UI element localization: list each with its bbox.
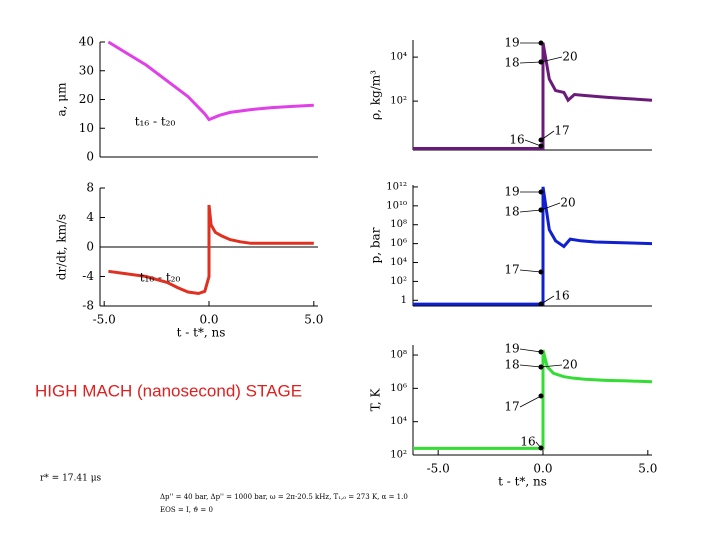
parameters: Δp'' = 40 bar, Δp'' = 1000 bar, ω = 2π·2… [160,493,408,501]
x-tick-label: -5.0 [93,313,116,327]
annotation-dot [538,349,544,355]
annotation: 20 [562,358,577,372]
y-tick-label: 10⁴ [390,257,407,268]
y-axis-label: p, bar [369,227,383,263]
annotation-leader [519,61,542,64]
annotation: 18 [504,205,519,219]
annotation-dot [538,40,544,46]
annotation-leader [540,202,561,211]
y-tick-label: -8 [82,299,94,313]
annotation: 18 [504,56,519,70]
annotation: 17 [504,400,519,414]
annotation-dot [538,393,544,399]
annotation: 16 [554,289,569,303]
annotation-leader [519,209,542,213]
y-tick-label: 10⁸ [390,219,407,230]
y-tick-label: 10¹⁰ [386,200,407,211]
annotation: 20 [562,50,577,64]
y-tick-label: 0 [86,240,94,254]
annotation: 18 [504,358,519,372]
annotation: t₁₆ - t₂₀ [140,271,181,285]
y-tick-label: 10⁴ [390,52,407,63]
annotation-dot [538,59,544,65]
x-axis-label: t - t*, ns [177,326,226,340]
annotation-dot [538,207,544,213]
y-axis-label: dr/dt, km/s [55,214,69,280]
data-line [107,40,314,122]
annotation-dot [538,189,544,195]
annotation-dot [538,137,544,143]
annotation-leader [519,348,542,353]
x-axis-label: t - t*, ns [498,475,547,489]
y-tick-label: 10⁶ [390,383,407,394]
annotation-dot [538,143,544,149]
y-tick-label: 10⁸ [390,350,407,361]
data-line [413,349,653,450]
x-tick-label: 0.0 [199,313,218,327]
reference-time: r* = 17.41 μs [40,474,102,484]
y-tick-label: 10² [390,276,407,287]
y-tick-label: 10⁶ [390,238,407,249]
data-line [413,186,653,306]
y-axis-label: a, μm [55,82,69,117]
annotation: 20 [560,196,575,210]
annotation-leader [540,56,563,63]
y-axis-label: T, K [369,388,383,412]
annotation-leader [524,139,542,147]
y-axis-label: ρ, kg/m³ [369,70,383,120]
y-tick-label: 10 [79,121,94,135]
annotation-leader [519,364,542,368]
annotation: 19 [504,342,519,356]
y-tick-label: -4 [82,269,94,283]
annotation-leader [519,395,542,408]
annotation-leader [519,269,542,273]
annotation-leader [540,130,555,141]
y-tick-label: 10⁴ [390,416,407,427]
annotation: 17 [504,263,519,277]
y-tick-label: 40 [79,35,94,49]
annotation-dot [538,364,544,370]
annotation-dot [538,445,544,451]
y-tick-label: 1 [401,295,407,306]
annotation: 19 [504,185,519,199]
y-tick-label: 10¹² [386,181,407,192]
annotation: 16 [509,133,524,147]
annotation: t₁₆ - t₂₀ [135,115,176,129]
x-tick-label: 5.0 [638,462,657,476]
data-line [108,204,314,296]
x-tick-label: 0.0 [533,462,552,476]
annotation-leader [540,295,555,305]
annotation: 16 [520,435,535,449]
data-line [413,42,653,150]
x-tick-label: -5.0 [427,462,450,476]
annotation: 19 [504,36,519,50]
y-tick-label: 8 [86,181,94,195]
y-tick-label: 20 [79,92,94,106]
y-tick-label: 10² [390,96,407,107]
parameters: EOS = I, ϑ = 0 [160,506,213,514]
y-tick-label: 30 [79,63,94,77]
y-tick-label: 0 [86,150,94,164]
y-tick-label: 10² [390,450,407,461]
annotation-leader [540,364,563,368]
stage-heading: HIGH MACH (nanosecond) STAGE [35,381,302,400]
y-tick-label: 4 [86,210,94,224]
annotation-dot [538,301,544,307]
x-tick-label: 5.0 [304,313,323,327]
annotation-dot [538,269,544,275]
annotation: 17 [554,124,569,138]
